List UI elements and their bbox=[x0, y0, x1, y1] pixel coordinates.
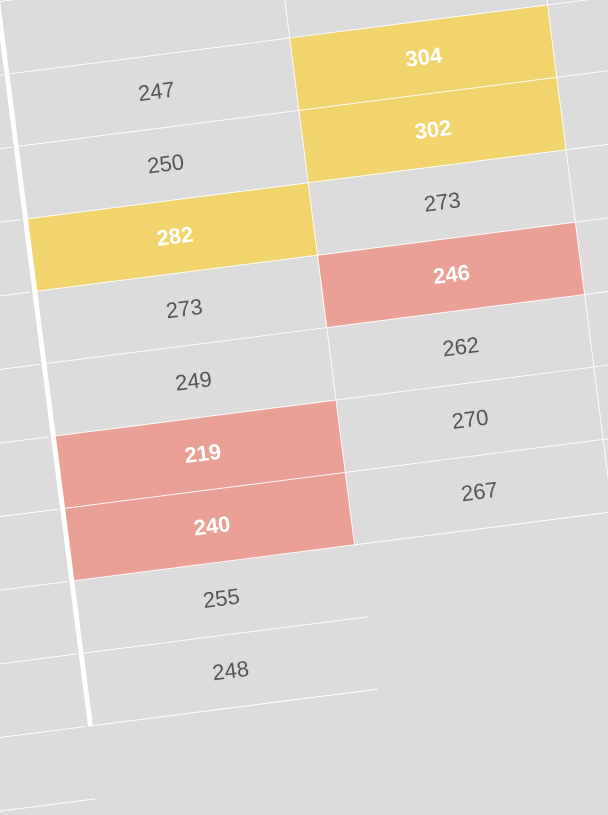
table-cell-empty bbox=[548, 0, 608, 78]
table-cell-empty bbox=[0, 726, 96, 815]
